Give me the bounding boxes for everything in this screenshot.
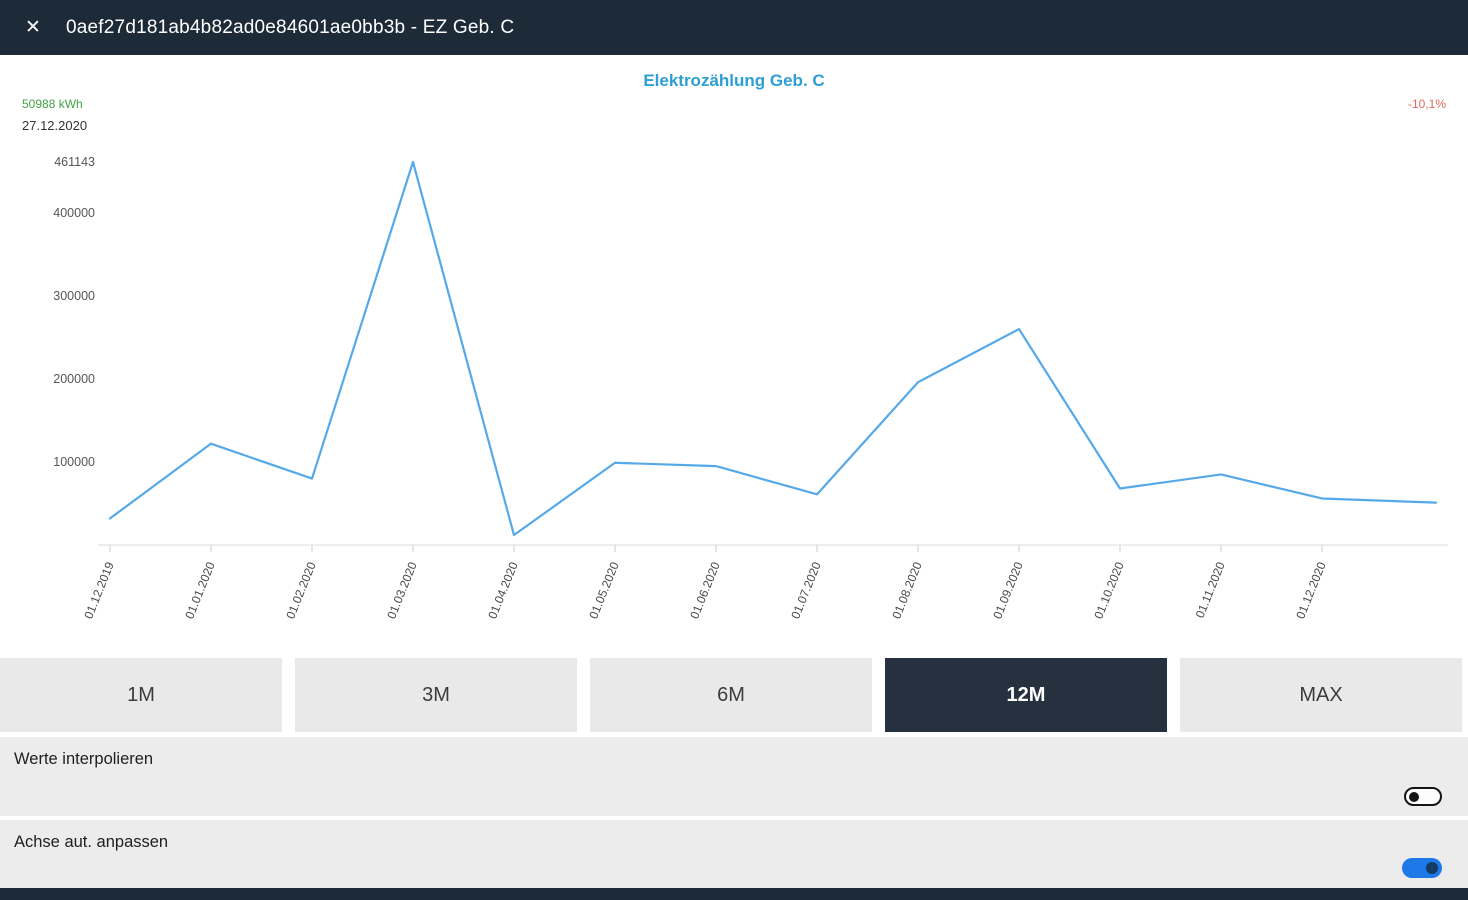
setting-row-autoaxis: Achse aut. anpassen — [0, 820, 1468, 888]
svg-text:100000: 100000 — [53, 455, 95, 469]
autoaxis-toggle[interactable] — [1402, 858, 1442, 878]
bottom-bar — [0, 888, 1468, 900]
svg-text:01.08.2020: 01.08.2020 — [889, 560, 925, 621]
line-chart[interactable]: 461143 400000 300000 200000 100000 01.12.2019… — [0, 140, 1468, 655]
svg-text:01.12.2019: 01.12.2019 — [81, 560, 117, 621]
header-bar: ✕ 0aef27d181ab4b82ad0e84601ae0bb3b - EZ … — [0, 0, 1468, 55]
chart-title: Elektrozählung Geb. C — [643, 71, 825, 90]
svg-text:01.10.2020: 01.10.2020 — [1091, 560, 1127, 621]
svg-text:01.05.2020: 01.05.2020 — [586, 560, 622, 621]
close-icon[interactable]: ✕ — [25, 17, 41, 38]
svg-text:01.09.2020: 01.09.2020 — [990, 560, 1026, 621]
setting-row-interpolate: Werte interpolieren — [0, 737, 1468, 816]
chart-panel: Elektrozählung Geb. C 50988 kWh 27.12.20… — [0, 55, 1468, 658]
range-button-max[interactable]: MAX — [1180, 658, 1462, 732]
range-selector: 1M 3M 6M 12M MAX — [0, 658, 1468, 732]
svg-text:01.11.2020: 01.11.2020 — [1193, 560, 1228, 620]
svg-text:01.04.2020: 01.04.2020 — [485, 560, 521, 621]
current-date: 27.12.2020 — [22, 118, 88, 133]
svg-text:01.06.2020: 01.06.2020 — [687, 560, 723, 621]
svg-text:01.01.2020: 01.01.2020 — [182, 560, 218, 621]
svg-text:200000: 200000 — [53, 372, 95, 386]
svg-text:300000: 300000 — [53, 289, 95, 303]
current-value: 50988 kWh — [22, 97, 83, 111]
range-button-12m[interactable]: 12M — [885, 658, 1167, 732]
svg-text:01.07.2020: 01.07.2020 — [788, 560, 824, 621]
range-button-3m[interactable]: 3M — [295, 658, 577, 732]
svg-text:461143: 461143 — [54, 155, 95, 169]
svg-text:01.02.2020: 01.02.2020 — [283, 560, 319, 621]
range-button-1m[interactable]: 1M — [0, 658, 282, 732]
setting-label-interpolate: Werte interpolieren — [14, 750, 154, 768]
page-title: 0aef27d181ab4b82ad0e84601ae0bb3b - EZ Ge… — [66, 16, 515, 38]
interpolate-toggle[interactable] — [1404, 787, 1442, 806]
range-button-6m[interactable]: 6M — [590, 658, 872, 732]
change-percent: -10,1% — [1407, 97, 1446, 111]
svg-text:01.12.2020: 01.12.2020 — [1293, 560, 1329, 621]
svg-text:01.03.2020: 01.03.2020 — [384, 560, 420, 621]
setting-label-autoaxis: Achse aut. anpassen — [14, 833, 169, 851]
svg-text:400000: 400000 — [53, 206, 95, 220]
